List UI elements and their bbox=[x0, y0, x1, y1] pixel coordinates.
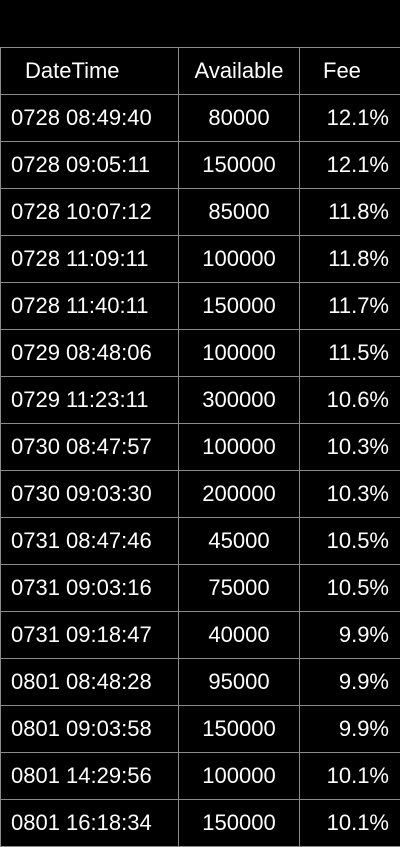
available-cell: 300000 bbox=[179, 377, 300, 424]
available-cell: 40000 bbox=[179, 612, 300, 659]
datetime-cell: 0728 08:49:40 bbox=[1, 95, 179, 142]
available-cell: 85000 bbox=[179, 189, 300, 236]
fee-cell: 10.5% bbox=[300, 518, 400, 565]
available-cell: 100000 bbox=[179, 236, 300, 283]
datetime-cell: 0728 11:09:11 bbox=[1, 236, 179, 283]
fee-cell: 10.6% bbox=[300, 377, 400, 424]
column-header-fee: Fee bbox=[300, 48, 400, 95]
header-row: DateTime Available Fee bbox=[1, 48, 400, 95]
available-cell: 80000 bbox=[179, 95, 300, 142]
datetime-cell: 0731 09:18:47 bbox=[1, 612, 179, 659]
fee-cell: 11.8% bbox=[300, 189, 400, 236]
datetime-cell: 0728 10:07:12 bbox=[1, 189, 179, 236]
available-cell: 150000 bbox=[179, 142, 300, 189]
column-header-available: Available bbox=[179, 48, 300, 95]
fee-cell: 10.5% bbox=[300, 565, 400, 612]
column-header-datetime: DateTime bbox=[1, 48, 179, 95]
available-cell: 100000 bbox=[179, 424, 300, 471]
fee-cell: 10.1% bbox=[300, 753, 400, 800]
datetime-cell: 0801 09:03:58 bbox=[1, 706, 179, 753]
available-cell: 100000 bbox=[179, 753, 300, 800]
datetime-cell: 0730 08:47:57 bbox=[1, 424, 179, 471]
fee-cell: 9.9% bbox=[300, 706, 400, 753]
fee-cell: 10.1% bbox=[300, 800, 400, 847]
available-cell: 150000 bbox=[179, 800, 300, 847]
fee-cell: 12.1% bbox=[300, 95, 400, 142]
datetime-cell: 0728 11:40:11 bbox=[1, 283, 179, 330]
available-cell: 45000 bbox=[179, 518, 300, 565]
fee-cell: 11.8% bbox=[300, 236, 400, 283]
fee-cell: 11.5% bbox=[300, 330, 400, 377]
available-cell: 200000 bbox=[179, 471, 300, 518]
available-cell: 150000 bbox=[179, 706, 300, 753]
top-bar bbox=[0, 0, 400, 47]
fee-cell: 12.1% bbox=[300, 142, 400, 189]
available-cell: 100000 bbox=[179, 330, 300, 377]
fee-cell: 11.7% bbox=[300, 283, 400, 330]
datetime-cell: 0731 08:47:46 bbox=[1, 518, 179, 565]
fee-cell: 10.3% bbox=[300, 471, 400, 518]
datetime-cell: 0801 08:48:28 bbox=[1, 659, 179, 706]
datetime-cell: 0729 11:23:11 bbox=[1, 377, 179, 424]
available-cell: 75000 bbox=[179, 565, 300, 612]
fee-cell: 10.3% bbox=[300, 424, 400, 471]
datetime-cell: 0728 09:05:11 bbox=[1, 142, 179, 189]
datetime-cell: 0731 09:03:16 bbox=[1, 565, 179, 612]
available-cell: 95000 bbox=[179, 659, 300, 706]
fee-cell: 9.9% bbox=[300, 659, 400, 706]
fee-cell: 9.9% bbox=[300, 612, 400, 659]
datetime-cell: 0801 16:18:34 bbox=[1, 800, 179, 847]
datetime-cell: 0801 14:29:56 bbox=[1, 753, 179, 800]
table-header: DateTime Available Fee bbox=[1, 48, 400, 95]
datetime-cell: 0730 09:03:30 bbox=[1, 471, 179, 518]
datetime-cell: 0729 08:48:06 bbox=[1, 330, 179, 377]
available-cell: 150000 bbox=[179, 283, 300, 330]
